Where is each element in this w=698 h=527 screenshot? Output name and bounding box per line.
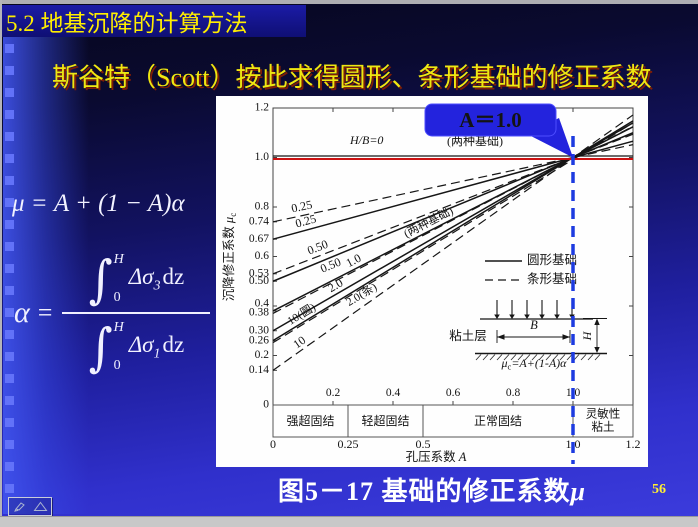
svg-text:μc=A+(1-A)α: μc=A+(1-A)α: [501, 356, 568, 372]
callout-a-equals-1: A＝1.0: [424, 103, 573, 158]
integral-limits: H 0: [113, 320, 124, 373]
mu-symbol: μ: [570, 477, 586, 506]
svg-text:0.74: 0.74: [249, 215, 269, 227]
svg-text:0: 0: [263, 399, 269, 411]
fraction: ∫ H 0 Δσ3dz ∫ H 0 Δσ1dz: [62, 248, 211, 378]
svg-text:0.50: 0.50: [249, 275, 269, 287]
svg-text:0.14: 0.14: [249, 364, 269, 376]
series-h-b-0.25-条形: [272, 144, 634, 223]
svg-text:0.50: 0.50: [305, 237, 330, 258]
formula-alpha: α = ∫ H 0 Δσ3dz ∫ H 0 Δσ1dz: [14, 248, 211, 378]
chart-panel: 0.20.40.60.81.01.21.00.80.740.670.60.530…: [216, 96, 648, 467]
svg-text:0.8: 0.8: [506, 387, 521, 399]
figure-caption: 图5－17 基础的修正系数μ: [278, 477, 586, 506]
svg-text:粘土: 粘土: [592, 420, 615, 434]
svg-text:0.25: 0.25: [290, 197, 313, 215]
svg-text:0.5: 0.5: [416, 437, 431, 451]
svg-text:H: H: [580, 330, 594, 341]
integral-sign: ∫: [88, 248, 113, 310]
svg-text:0.2: 0.2: [255, 349, 270, 361]
svg-text:沉降修正系数 μc: 沉降修正系数 μc: [221, 213, 238, 301]
settlement-correction-chart: 0.20.40.60.81.01.21.00.80.740.670.60.530…: [221, 102, 641, 464]
title-bar: 5.2 地基沉降的计算方法: [2, 5, 306, 37]
svg-text:强超固结: 强超固结: [286, 413, 334, 428]
desktop-edge-left: [0, 0, 2, 527]
svg-text:条形基础: 条形基础: [527, 272, 577, 286]
series-h-b-0.50-条形: [272, 133, 634, 275]
svg-text:0.53: 0.53: [249, 267, 269, 279]
svg-text:0.25: 0.25: [294, 211, 318, 230]
denominator: ∫ H 0 Δσ1dz: [89, 316, 185, 378]
svg-text:1.2: 1.2: [255, 102, 270, 114]
svg-text:H/B=0: H/B=0: [349, 133, 383, 147]
svg-text:0.26: 0.26: [249, 334, 269, 346]
svg-text:1.2: 1.2: [626, 437, 641, 451]
equals-sign: =: [37, 298, 53, 327]
page-number: 56: [652, 482, 666, 497]
integral-sign: ∫: [88, 316, 113, 378]
svg-text:0: 0: [270, 437, 276, 451]
foundation-inset-diagram: B 粘土层 Hμc=A+(1-A)α: [449, 300, 607, 372]
numerator: ∫ H 0 Δσ3dz: [89, 248, 185, 310]
integral-limits: H 0: [113, 252, 124, 305]
formula-mu: μ = A + (1 − A)α: [12, 190, 185, 217]
svg-text:灵敏性: 灵敏性: [586, 407, 621, 421]
svg-text:A＝1.0: A＝1.0: [459, 108, 521, 132]
subtitle: 斯谷特（Scott）按此求得圆形、条形基础的修正系数: [52, 63, 652, 92]
pen-icon: [13, 502, 25, 512]
svg-text:2.0: 2.0: [325, 275, 345, 295]
svg-text:0.8: 0.8: [255, 201, 270, 213]
svg-text:孔压系数 A: 孔压系数 A: [406, 449, 467, 464]
fraction-bar: [62, 312, 211, 314]
svg-text:粘土层: 粘土层: [449, 328, 487, 343]
svg-text:0.6: 0.6: [255, 250, 270, 262]
denominator-expression: Δσ1dz: [128, 331, 185, 362]
svg-text:1.0: 1.0: [344, 251, 364, 270]
svg-text:0.30: 0.30: [249, 324, 269, 336]
svg-text:1.0: 1.0: [255, 151, 270, 163]
svg-text:0.50: 0.50: [318, 255, 343, 276]
slideshow-toolbar: [8, 497, 52, 516]
numerator-expression: Δσ3dz: [128, 263, 185, 294]
axes: 0.20.40.60.81.01.21.00.80.740.670.60.530…: [221, 102, 634, 411]
svg-text:0.4: 0.4: [386, 387, 401, 399]
filmstrip-decoration: [5, 44, 14, 500]
svg-text:(两种基础): (两种基础): [447, 134, 503, 148]
triangle-icon: [33, 501, 47, 511]
svg-text:0.2: 0.2: [326, 387, 341, 399]
page-title: 5.2 地基沉降的计算方法: [6, 11, 248, 36]
desktop-edge-bottom: [0, 516, 698, 527]
svg-text:0.6: 0.6: [446, 387, 461, 399]
svg-text:正常固结: 正常固结: [474, 414, 522, 428]
left-gradient-band: [3, 36, 89, 514]
svg-text:10: 10: [290, 333, 308, 351]
svg-text:0.67: 0.67: [249, 233, 269, 245]
slideshow-menu-button[interactable]: [33, 501, 48, 512]
svg-text:圆形基础: 圆形基础: [527, 253, 577, 267]
series-h-b-10-圆形: [272, 120, 634, 342]
svg-text:0.4: 0.4: [255, 298, 270, 310]
svg-text:轻超固结: 轻超固结: [361, 413, 409, 428]
pen-tool-button[interactable]: [13, 501, 26, 512]
svg-text:0.25: 0.25: [338, 437, 359, 451]
desktop-edge-top: [0, 0, 698, 4]
svg-text:0.38: 0.38: [249, 307, 269, 319]
alpha-symbol: α: [14, 296, 30, 329]
svg-text:B: B: [530, 318, 538, 332]
